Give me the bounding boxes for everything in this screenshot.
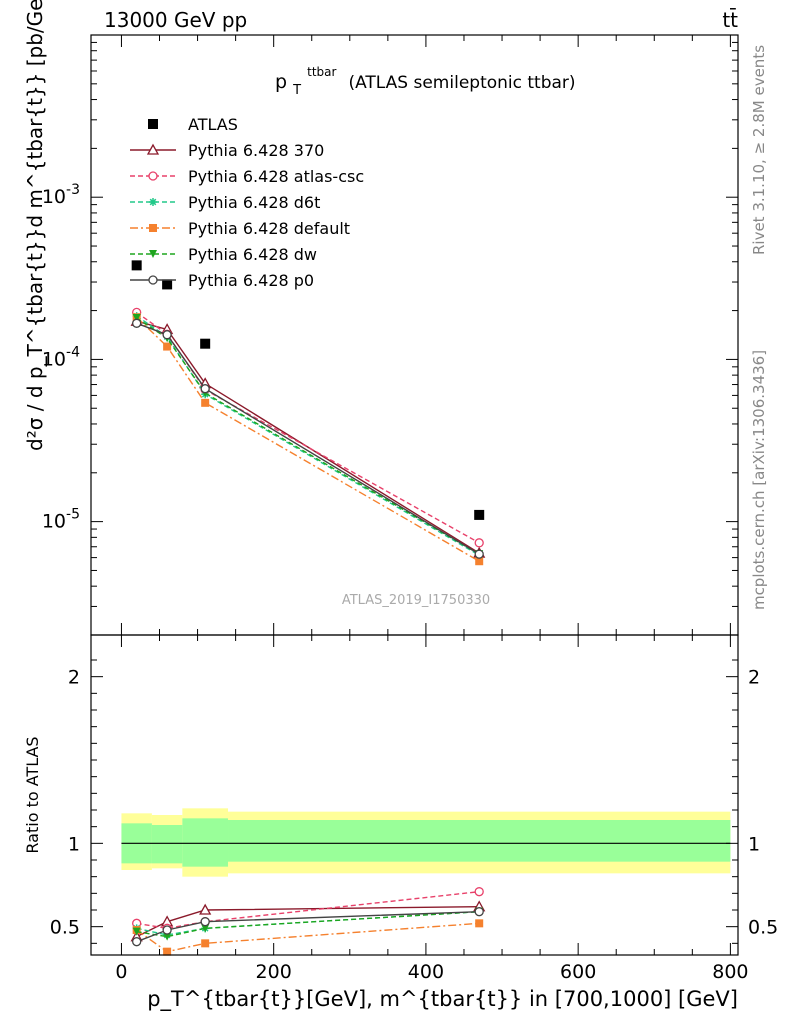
- main-ylabel: d²σ / d p_T^{tbar{t}}d m^{tbar{t}} [pb/G…: [23, 0, 47, 451]
- title-sup: ttbar: [307, 65, 336, 79]
- ratio-line: [136, 910, 480, 938]
- ratio-x-tick-label: 600: [560, 961, 596, 983]
- data-point: [132, 318, 142, 328]
- ratio-y-tick-label-right: 0.5: [748, 917, 778, 939]
- ratio-point: [162, 925, 172, 935]
- legend-label: ATLAS: [188, 115, 238, 134]
- series-pythia-6-428-default: [132, 313, 484, 566]
- legend-marker: [148, 275, 158, 285]
- data-point: [162, 330, 172, 340]
- main-panel: 10-5 10-4 10-3 ATLAS_2019_I1750330 p T ttb…: [23, 0, 739, 636]
- header-left: 13000 GeV pp: [104, 8, 247, 32]
- legend-marker: [148, 119, 158, 129]
- legend-marker: [149, 198, 157, 206]
- ratio-point: [199, 903, 212, 915]
- legend-label: Pythia 6.428 dw: [188, 245, 317, 264]
- ratio-series-pythia-6-428-d6t: [132, 907, 484, 939]
- ratio-point: [474, 907, 484, 917]
- data-point: [131, 260, 142, 271]
- legend-label: Pythia 6.428 370: [188, 141, 324, 160]
- rivet-version-label: Rivet 3.1.10, ≥ 2.8M events: [750, 45, 768, 255]
- analysis-watermark: ATLAS_2019_I1750330: [342, 593, 490, 608]
- series-pythia-6-428-dw: [132, 314, 484, 559]
- legend-marker: [146, 143, 160, 155]
- legend-label: Pythia 6.428 default: [188, 219, 350, 238]
- legend-marker: [148, 171, 158, 181]
- ratio-line: [136, 890, 480, 930]
- series-line: [136, 322, 480, 555]
- ratio-point: [474, 887, 484, 897]
- ratio-line: [136, 910, 480, 936]
- data-point: [474, 509, 485, 520]
- ratio-point: [163, 947, 172, 956]
- main-y-tick-label: 10-4: [42, 344, 80, 370]
- title-sub: T: [292, 83, 301, 98]
- ratio-line: [136, 910, 480, 943]
- ratio-point: [200, 917, 210, 927]
- title-suffix: (ATLAS semileptonic ttbar): [348, 73, 575, 93]
- main-title: p T ttbar (ATLAS semileptonic ttbar): [275, 59, 576, 99]
- series-pythia-6-428-370: [130, 314, 486, 558]
- data-point: [200, 338, 211, 349]
- data-point: [474, 538, 484, 548]
- ratio-y-tick-label: 0.5: [50, 917, 80, 939]
- main-y-tick-label: 10-3: [42, 182, 80, 208]
- main-y-tick-label: 10-5: [42, 507, 80, 533]
- ratio-line: [136, 922, 480, 953]
- ratio-point: [201, 939, 210, 948]
- series-line: [136, 316, 480, 562]
- legend-label: Pythia 6.428 atlas-csc: [188, 167, 364, 186]
- band-stat: [228, 820, 731, 862]
- ratio-series-pythia-6-428-p0: [132, 907, 484, 947]
- legend-label: Pythia 6.428 d6t: [188, 193, 320, 212]
- data-point: [132, 314, 141, 323]
- ratio-x-tick-label: 400: [408, 961, 444, 983]
- band-stat: [182, 818, 229, 867]
- ratio-x-tick-label: 0: [115, 961, 127, 983]
- series-line: [136, 315, 480, 556]
- legend-label: Pythia 6.428 p0: [188, 271, 314, 290]
- legend: ATLAS Pythia 6.428 370 Pythia 6.428 atlas-…: [130, 115, 364, 290]
- data-point: [200, 384, 210, 394]
- ratio-point: [132, 937, 142, 947]
- ratio-point: [475, 919, 484, 928]
- series-pythia-6-428-atlas-csc: [132, 307, 484, 548]
- source-label: mcplots.cern.ch [arXiv:1306.3436]: [750, 350, 768, 610]
- ratio-y-tick-label: 1: [68, 833, 80, 855]
- ratio-ylabel: Ratio to ATLAS: [23, 736, 42, 853]
- ratio-x-tick-label: 800: [712, 961, 748, 983]
- ratio-x-tick-label: 200: [256, 961, 292, 983]
- ratio-y-tick-label: 2: [68, 667, 80, 689]
- data-point: [162, 279, 173, 290]
- ratio-point: [132, 927, 141, 936]
- title-main: p: [275, 71, 287, 93]
- series-line: [136, 320, 480, 554]
- xlabel: p_T^{tbar{t}}[GeV], m^{tbar{t}} in [700,…: [147, 987, 738, 1012]
- legend-marker: [149, 224, 157, 232]
- ratio-point: [201, 924, 210, 933]
- ratio-frame: [90, 634, 739, 956]
- ratio-y-tick-label-right: 1: [748, 833, 760, 855]
- series-pythia-6-428-p0: [132, 318, 484, 559]
- data-point: [474, 549, 484, 559]
- series-atlas: [131, 260, 485, 520]
- series-line: [136, 311, 480, 544]
- data-point: [201, 398, 210, 407]
- legend-marker: [149, 250, 157, 258]
- band-stat: [151, 825, 183, 864]
- ratio-point: [163, 932, 172, 941]
- series-line: [136, 317, 480, 555]
- ratio-series-pythia-6-428-370: [130, 900, 486, 942]
- header-right: tt̄: [722, 7, 738, 32]
- ratio-y-tick-label-right: 2: [748, 667, 760, 689]
- data-point: [475, 557, 484, 566]
- data-point: [163, 342, 172, 351]
- ratio-line: [136, 905, 480, 938]
